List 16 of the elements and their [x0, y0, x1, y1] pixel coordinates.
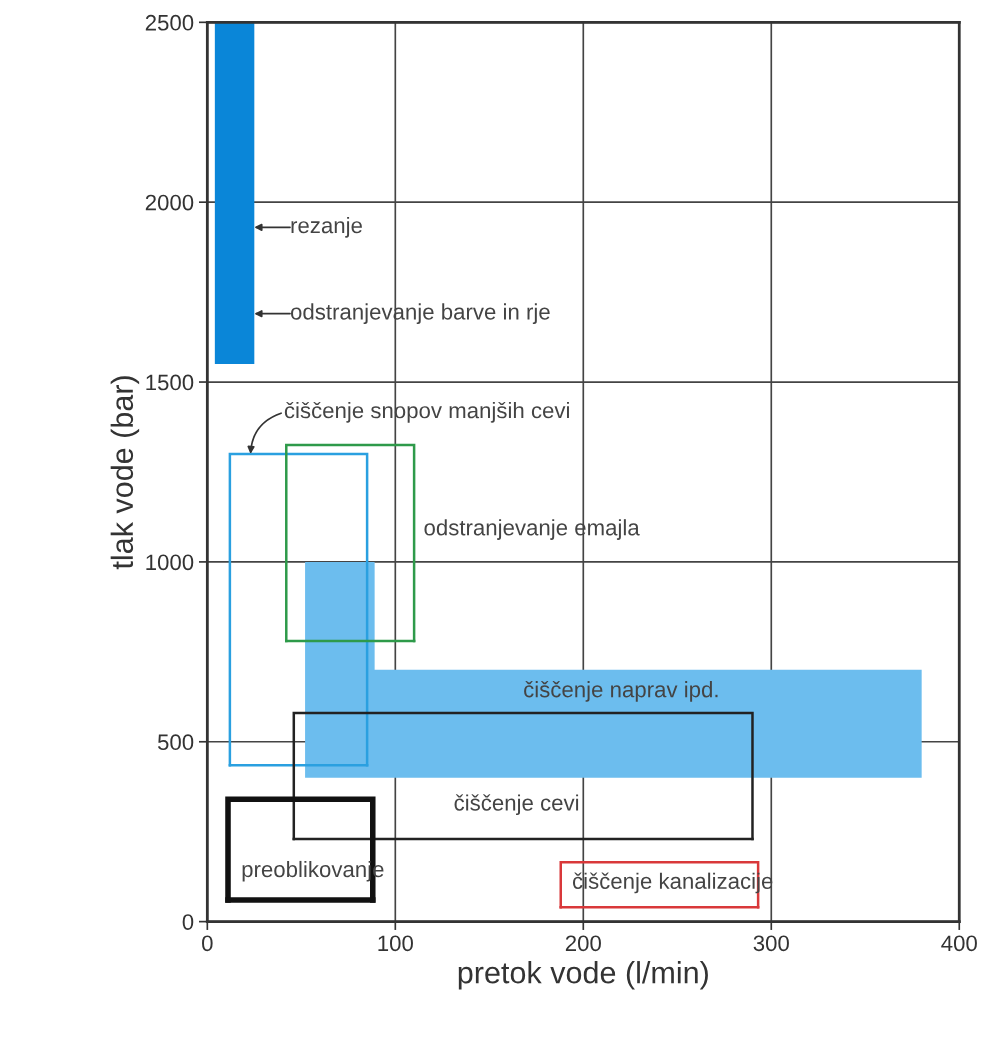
y-tick-label: 1000 [146, 554, 194, 571]
y-axis-title: tlak vode (bar) [110, 376, 140, 570]
x-tick-label: 0 [202, 935, 213, 952]
x-axis-title: pretok vode (l/min) [458, 961, 708, 990]
x-tick-label: 400 [941, 935, 977, 952]
y-tick-label: 0 [182, 914, 194, 930]
y-tick-label: 2500 [145, 14, 194, 31]
annotation: rezanje [291, 217, 362, 238]
x-tick-label: 200 [565, 935, 601, 952]
x-tick-label: 300 [753, 935, 789, 952]
y-tick-label: 1500 [146, 374, 194, 391]
y-tick-label: 2000 [145, 194, 194, 211]
annotation: čiščenje cevi [454, 794, 579, 816]
y-tick-label: 500 [157, 734, 194, 751]
x-tick-label: 100 [378, 935, 413, 952]
annotation: čiščenje naprav ipd. [524, 681, 718, 702]
